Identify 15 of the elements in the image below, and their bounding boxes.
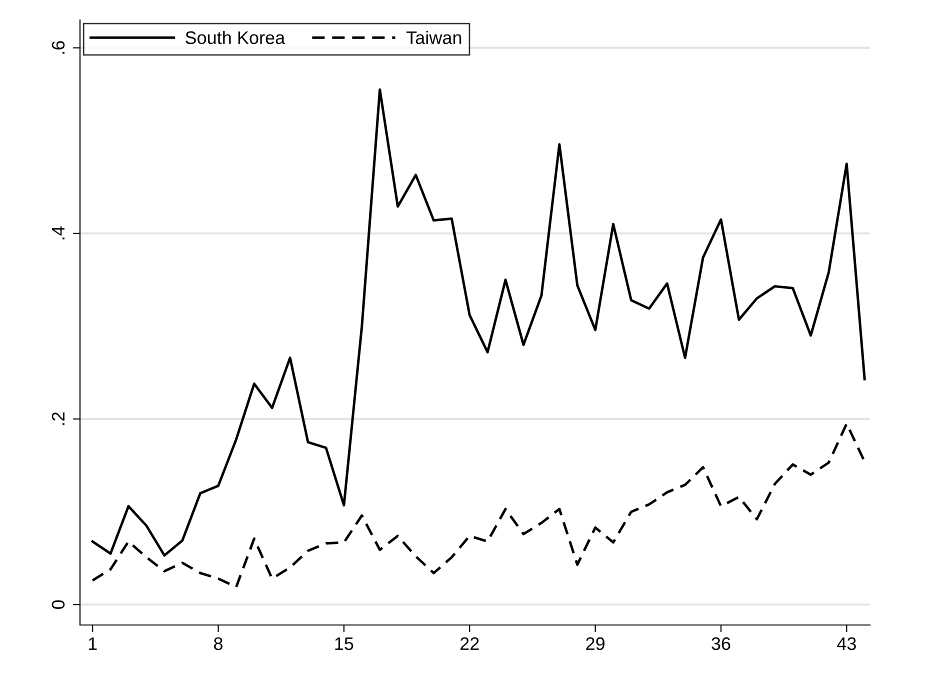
y-tick-label: .2 bbox=[52, 412, 64, 425]
y-tick-label: .6 bbox=[52, 41, 65, 54]
x-tick-label: 15 bbox=[335, 637, 354, 650]
x-tick-label: 8 bbox=[214, 637, 222, 650]
y-tick-label: .4 bbox=[52, 226, 64, 240]
x-tick-label: 1 bbox=[88, 637, 97, 650]
x-tick-label: 29 bbox=[586, 637, 604, 650]
line-series bbox=[91, 422, 866, 588]
x-tick-label: 36 bbox=[712, 637, 730, 650]
line-series bbox=[91, 88, 866, 557]
y-tick-label: 0 bbox=[52, 600, 65, 609]
x-tick-label: 22 bbox=[460, 637, 479, 650]
x-tick-label: 43 bbox=[837, 637, 856, 650]
legend-label: Taiwan bbox=[406, 30, 462, 44]
legend-label: South Korea bbox=[186, 30, 286, 44]
